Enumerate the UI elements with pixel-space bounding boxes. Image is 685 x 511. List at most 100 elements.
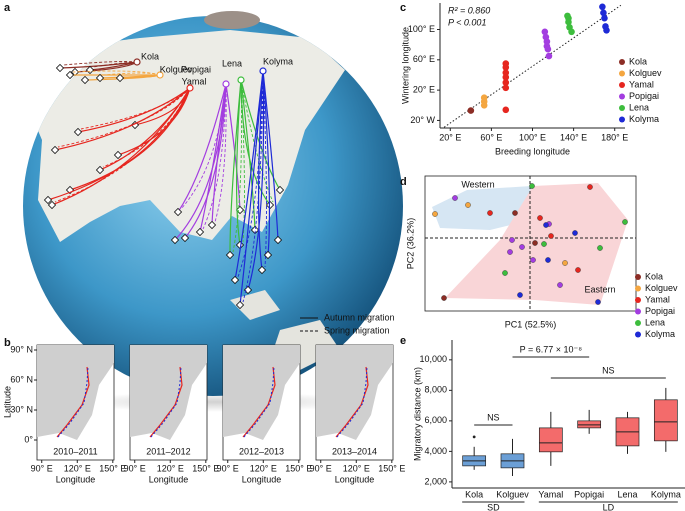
- x-tick-label: Yamal: [538, 489, 563, 499]
- point: [502, 84, 510, 92]
- breeding-site: [222, 80, 230, 88]
- group-label: SD: [487, 502, 500, 511]
- y-tick-label: 4,000: [424, 446, 447, 456]
- wintering-site: [115, 73, 125, 83]
- track-spring: [240, 79, 245, 243]
- track: [262, 70, 271, 256]
- annotation: NS: [487, 412, 500, 422]
- point: [545, 52, 553, 60]
- track: [234, 70, 264, 281]
- wintering-site: [180, 233, 190, 243]
- x-tick-label: Kola: [465, 489, 483, 499]
- population-label: Lena: [222, 58, 242, 68]
- legend-label: Spring migration: [324, 325, 390, 335]
- x-tick-label: Lena: [617, 489, 637, 499]
- annotation: NS: [602, 365, 615, 375]
- legend-marker: [635, 331, 641, 338]
- x-tick-label: 180° E: [601, 132, 628, 142]
- point: [603, 26, 610, 34]
- wintering-site: [207, 220, 217, 230]
- breeding-site: [156, 71, 164, 79]
- y-tick-label: 60° E: [413, 54, 435, 64]
- point: [509, 237, 515, 243]
- point: [572, 230, 578, 236]
- x-tick-label: 100° E: [519, 132, 546, 142]
- x-tick-label: 150° E: [192, 463, 219, 473]
- panel-label: b: [4, 337, 11, 349]
- track: [240, 79, 281, 191]
- wintering-site: [235, 240, 245, 250]
- legend-label: Kola: [629, 56, 647, 66]
- wintering-site: [173, 207, 183, 217]
- x-tick-label: 120° E: [157, 463, 184, 473]
- y-tick-label: 30° N: [10, 404, 33, 414]
- point: [512, 210, 518, 216]
- region-label: Western: [461, 179, 494, 189]
- point: [502, 79, 510, 86]
- tracks: [43, 58, 285, 310]
- wintering-site: [43, 195, 53, 205]
- wintering-site: [235, 300, 245, 310]
- breeding-site: [186, 84, 194, 92]
- y-tick-label: 60° N: [10, 374, 33, 384]
- track: [235, 79, 242, 246]
- y-tick-label: 20° W: [410, 115, 435, 125]
- x-tick-label: 90° E: [31, 463, 53, 473]
- breeding-site: [259, 67, 267, 75]
- map-land: [130, 345, 207, 440]
- legend-label: Lena: [645, 317, 665, 327]
- track-spring: [180, 83, 227, 210]
- panel-label: c: [400, 2, 406, 14]
- legend-label: Lena: [629, 102, 649, 112]
- track-spring: [237, 70, 264, 278]
- x-axis-label: Breeding longitude: [495, 146, 570, 156]
- x-tick-label: Kolyma: [651, 489, 681, 499]
- wintering-site: [50, 145, 60, 155]
- region-label: Eastern: [584, 284, 615, 294]
- population-label: Popigai: [181, 64, 211, 74]
- map-title: 2010–2011: [53, 446, 97, 456]
- panel-label: d: [400, 176, 407, 188]
- population-label: Kola: [141, 51, 159, 61]
- x-axis-label: Longitude: [149, 474, 189, 484]
- point: [545, 257, 551, 263]
- legend-marker: [635, 274, 641, 280]
- point: [465, 202, 471, 208]
- legend-marker: [635, 320, 641, 326]
- group-label: LD: [603, 502, 615, 511]
- y-tick-label: 100° E: [408, 24, 435, 34]
- map-land: [37, 345, 114, 440]
- track-spring: [150, 366, 182, 438]
- track-spring: [80, 87, 191, 130]
- x-tick-label: 20° E: [439, 132, 461, 142]
- wintering-site: [95, 73, 105, 83]
- point: [529, 183, 535, 189]
- x-axis-label: Longitude: [242, 474, 282, 484]
- wintering-site: [250, 225, 260, 235]
- wintering-site: [47, 200, 57, 210]
- track-spring: [62, 61, 138, 66]
- point: [601, 14, 608, 22]
- x-tick-label: 90° E: [217, 463, 239, 473]
- track: [174, 83, 227, 241]
- point: [600, 9, 607, 17]
- point: [595, 299, 601, 305]
- point: [537, 215, 543, 221]
- map-land: [223, 345, 300, 440]
- track: [47, 87, 191, 201]
- wintering-site: [170, 235, 180, 245]
- point: [544, 45, 552, 53]
- point: [575, 267, 581, 273]
- track: [99, 87, 191, 171]
- wintering-site: [225, 250, 235, 260]
- track: [240, 79, 256, 231]
- track: [54, 87, 191, 151]
- y-axis-label: Latitude: [2, 386, 12, 418]
- map-title: 2012–2013: [239, 446, 284, 456]
- point: [502, 106, 510, 114]
- trend-line: [443, 4, 622, 128]
- legend-label: Kolguev: [645, 283, 678, 293]
- map-title: 2013–2014: [332, 446, 377, 456]
- point: [562, 260, 568, 266]
